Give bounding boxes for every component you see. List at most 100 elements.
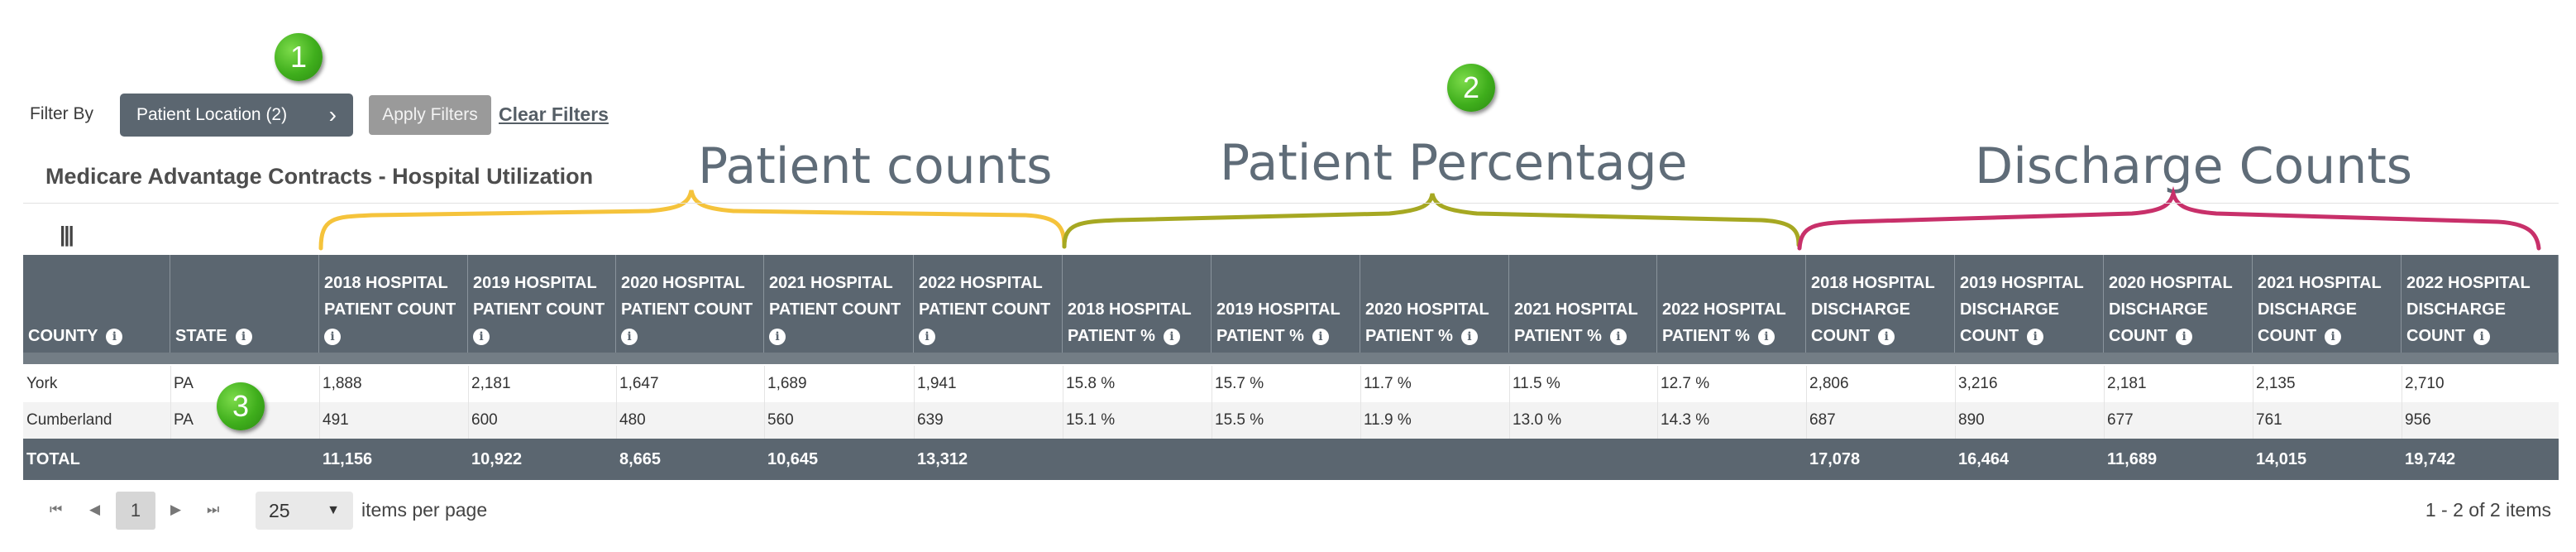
- column-header[interactable]: 2022 HOSPITAL DISCHARGE COUNT i: [2402, 255, 2559, 353]
- column-header-label: 2022 HOSPITAL: [919, 274, 1043, 292]
- info-icon[interactable]: i: [2176, 328, 2193, 345]
- column-header-label: COUNTY: [28, 327, 98, 345]
- table-cell: 677: [2107, 411, 2134, 429]
- info-icon[interactable]: i: [621, 328, 638, 345]
- column-header[interactable]: 2019 HOSPITAL DISCHARGE COUNT i: [1955, 255, 2104, 353]
- column-header[interactable]: 2018 HOSPITAL PATIENT % i: [1063, 255, 1212, 353]
- column-header[interactable]: 2019 HOSPITAL PATIENT % i: [1212, 255, 1360, 353]
- table-cell: 639: [917, 411, 944, 429]
- table-cell: 11,689: [2107, 450, 2158, 468]
- apply-filters-button[interactable]: Apply Filters: [369, 95, 491, 135]
- column-header-label: PATIENT %: [1068, 327, 1155, 345]
- table-row[interactable]: Cumberland PA 491 600 480 560 639 15.1 % 15.5 % 1…: [23, 402, 2559, 439]
- info-icon[interactable]: i: [235, 328, 252, 345]
- clear-filters-link[interactable]: Clear Filters: [499, 103, 609, 125]
- column-header-label: PATIENT %: [1662, 327, 1750, 345]
- info-icon[interactable]: i: [2027, 328, 2044, 345]
- column-header[interactable]: COUNTY i: [23, 255, 170, 353]
- info-icon[interactable]: i: [106, 328, 123, 345]
- table-cell: 600: [471, 411, 498, 429]
- table-cell: 560: [767, 411, 794, 429]
- pager-range-text: 1 - 2 of 2 items: [2425, 499, 2551, 521]
- table-cell: 3,216: [1958, 375, 1998, 392]
- column-header[interactable]: 2021 HOSPITAL PATIENT COUNT i: [764, 255, 914, 353]
- info-icon[interactable]: i: [1757, 328, 1775, 345]
- column-header-label: 2018 HOSPITAL: [324, 274, 448, 292]
- grid-container: [23, 203, 2559, 485]
- cell-divider: [1806, 402, 1807, 439]
- table-cell: 1,647: [619, 375, 659, 392]
- column-header-label: 2021 HOSPITAL: [2258, 274, 2382, 292]
- cell-divider: [319, 366, 320, 402]
- cell-divider: [170, 402, 171, 439]
- column-header[interactable]: 2022 HOSPITAL PATIENT % i: [1657, 255, 1806, 353]
- info-icon[interactable]: i: [1312, 328, 1329, 345]
- callout-badge-1: 1: [275, 33, 323, 81]
- info-icon[interactable]: i: [324, 328, 341, 345]
- next-page-icon[interactable]: ▶: [170, 502, 182, 517]
- column-header[interactable]: 2018 HOSPITAL DISCHARGE COUNT i: [1806, 255, 1955, 353]
- table-cell: 687: [1809, 411, 1836, 429]
- column-header[interactable]: 2020 HOSPITAL PATIENT COUNT i: [616, 255, 764, 353]
- table-cell: [1360, 439, 1509, 480]
- columns-icon[interactable]: |||: [60, 222, 74, 247]
- table-row[interactable]: York PA 1,888 2,181 1,647 1,689 1,941 15.8 % 15.…: [23, 366, 2559, 402]
- column-header[interactable]: 2020 HOSPITAL DISCHARGE COUNT i: [2104, 255, 2253, 353]
- table-cell: [170, 439, 319, 480]
- column-header-label: 2020 HOSPITAL: [621, 274, 745, 292]
- column-header[interactable]: STATE i: [170, 255, 319, 353]
- column-header-label: COUNT: [2406, 327, 2466, 345]
- table-cell: 2,710: [2405, 375, 2445, 392]
- first-page-icon[interactable]: ⏮: [50, 502, 63, 517]
- items-per-page-label: items per page: [361, 499, 488, 521]
- info-icon[interactable]: i: [473, 328, 490, 345]
- info-icon[interactable]: i: [1460, 328, 1478, 345]
- table-cell: 956: [2405, 411, 2431, 429]
- table-cell: 15.5 %: [1215, 411, 1264, 429]
- cell-divider: [914, 366, 915, 402]
- column-header[interactable]: 2019 HOSPITAL PATIENT COUNT i: [468, 255, 616, 353]
- page-size-select[interactable]: 25 ▼: [256, 492, 353, 530]
- column-header[interactable]: 2021 HOSPITAL PATIENT % i: [1509, 255, 1657, 353]
- grid-title: Medicare Advantage Contracts - Hospital …: [45, 164, 594, 189]
- column-header[interactable]: 2021 HOSPITAL DISCHARGE COUNT i: [2253, 255, 2402, 353]
- last-page-icon[interactable]: ⏭: [207, 502, 220, 517]
- table-cell: 1,941: [917, 375, 957, 392]
- table-cell: Cumberland: [26, 411, 112, 429]
- column-header[interactable]: 2018 HOSPITAL PATIENT COUNT i: [319, 255, 468, 353]
- table-cell: [1212, 439, 1360, 480]
- table-cell: 14,015: [2256, 450, 2307, 468]
- table-cell: 2,181: [2107, 375, 2147, 392]
- patient-counts-brace: [318, 190, 1067, 251]
- column-header-label: PATIENT COUNT: [473, 300, 605, 319]
- info-icon[interactable]: i: [1609, 328, 1627, 345]
- table-cell: 12.7 %: [1661, 375, 1710, 392]
- column-header[interactable]: 2022 HOSPITAL PATIENT COUNT i: [914, 255, 1063, 353]
- info-icon[interactable]: i: [1163, 328, 1180, 345]
- info-icon[interactable]: i: [919, 328, 935, 345]
- info-icon[interactable]: i: [769, 328, 786, 345]
- patient-counts-annotation: Patient counts: [698, 137, 1053, 195]
- current-page-button[interactable]: 1: [116, 492, 155, 530]
- cell-divider: [1360, 402, 1361, 439]
- info-icon[interactable]: i: [2473, 328, 2491, 345]
- info-icon[interactable]: i: [1878, 328, 1895, 345]
- column-header-label: PATIENT COUNT: [324, 300, 456, 319]
- cell-divider: [914, 402, 915, 439]
- column-header-label: COUNT: [1811, 327, 1871, 345]
- column-header-label: DISCHARGE: [2109, 300, 2209, 319]
- cell-divider: [1360, 366, 1361, 402]
- table-cell: [1657, 439, 1806, 480]
- info-icon[interactable]: i: [2325, 328, 2342, 345]
- table-cell: 11.5 %: [1513, 375, 1560, 392]
- table-cell: 491: [323, 411, 349, 429]
- table-cell: 15.8 %: [1066, 375, 1116, 392]
- column-header[interactable]: 2020 HOSPITAL PATIENT % i: [1360, 255, 1509, 353]
- prev-page-icon[interactable]: ◀: [89, 502, 101, 517]
- discharge-counts-annotation: Discharge Counts: [1975, 137, 2413, 195]
- column-header-label: COUNT: [2258, 327, 2317, 345]
- cell-divider: [1806, 366, 1807, 402]
- patient-location-filter-button[interactable]: Patient Location (2) ›: [120, 94, 353, 137]
- column-header-label: DISCHARGE: [1811, 300, 1911, 319]
- column-header-label: 2021 HOSPITAL: [1514, 300, 1638, 319]
